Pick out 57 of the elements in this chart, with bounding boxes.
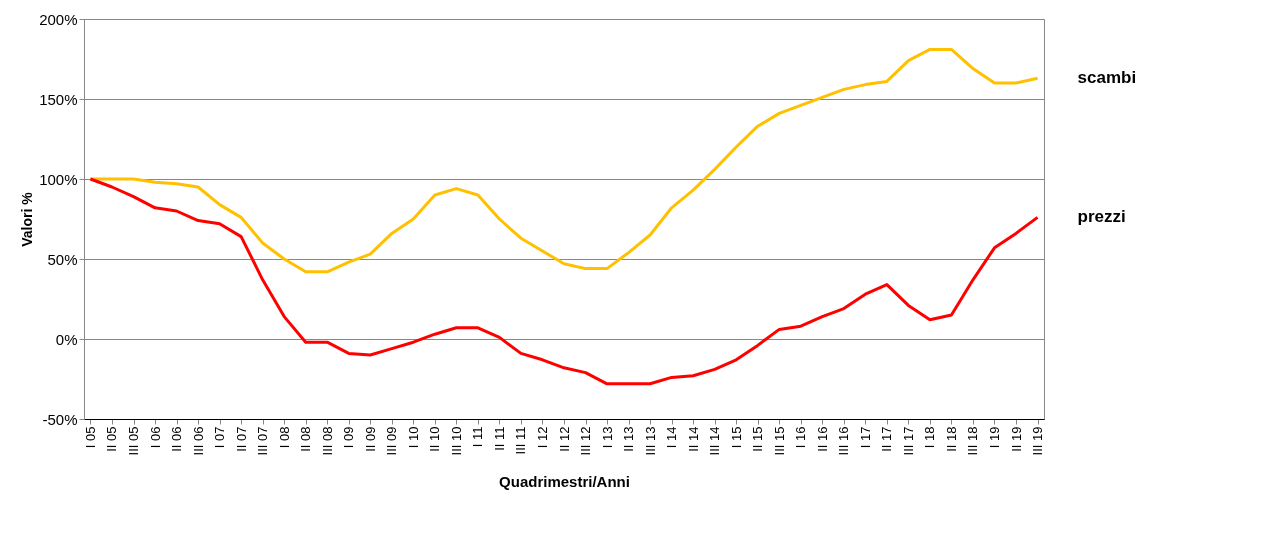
x-tick-label: III 13 xyxy=(642,426,658,456)
x-tick-label: III 18 xyxy=(965,426,981,456)
x-tick-label: III 11 xyxy=(513,426,529,455)
x-tick-label: III 05 xyxy=(126,426,142,456)
x-tick-label: II 16 xyxy=(814,426,830,452)
x-tick-label: III 12 xyxy=(578,426,594,456)
y-tick-label: 0% xyxy=(55,330,78,348)
y-tick-label: 100% xyxy=(39,170,78,188)
x-tick-label: II 15 xyxy=(750,426,766,452)
text: scambi xyxy=(1077,68,1137,88)
x-tick-label: III 15 xyxy=(771,426,787,456)
x-tick-label: III 10 xyxy=(448,426,464,456)
y-tick-label: -50% xyxy=(42,410,78,428)
x-tick-label: II 17 xyxy=(879,426,895,452)
x-tick-label: I 10 xyxy=(405,426,421,449)
y-tick-label: 200% xyxy=(39,10,78,28)
text: prezzi xyxy=(1077,207,1126,227)
x-tick-label: I 16 xyxy=(793,426,809,449)
x-axis-title: Quadrimestri/Anni xyxy=(499,473,630,491)
x-tick-label: II 19 xyxy=(1008,426,1024,452)
x-tick-label: I 09 xyxy=(341,426,357,449)
x-tick-label: II 05 xyxy=(104,426,120,452)
x-tick-label: III 09 xyxy=(384,426,400,456)
x-tick-label: III 08 xyxy=(319,426,335,456)
x-tick-label: III 07 xyxy=(255,426,271,456)
x-tick-label: I 14 xyxy=(664,426,680,449)
x-tick-label: I 05 xyxy=(82,426,98,449)
x-tick-label: III 16 xyxy=(836,426,852,456)
x-tick-label: II 09 xyxy=(362,426,378,452)
x-tick-label: I 11 xyxy=(470,426,486,448)
x-tick-label: III 17 xyxy=(900,426,916,456)
y-axis-title: Valori % xyxy=(19,191,36,247)
x-tick-label: II 13 xyxy=(621,426,637,452)
x-tick-label: I 17 xyxy=(857,426,873,449)
x-tick-label: II 08 xyxy=(298,426,314,452)
x-tick-label: I 08 xyxy=(276,426,292,449)
line-series xyxy=(88,47,1040,274)
x-tick-label: III 14 xyxy=(707,426,723,456)
x-tick-label: II 14 xyxy=(685,426,701,452)
x-tick-label: II 10 xyxy=(427,426,443,452)
x-tick-label: II 06 xyxy=(169,426,185,452)
x-tick-label: II 12 xyxy=(556,426,572,452)
line-series xyxy=(88,177,1040,386)
x-tick-label: I 07 xyxy=(212,426,228,449)
x-tick-label: I 13 xyxy=(599,426,615,449)
y-tick-label: 150% xyxy=(39,90,78,108)
x-tick-label: I 12 xyxy=(534,426,550,449)
x-tick-label: II 18 xyxy=(943,426,959,452)
x-tick-label: I 18 xyxy=(922,426,938,449)
x-tick-label: I 06 xyxy=(147,426,163,449)
x-tick-label: III 19 xyxy=(1030,426,1046,456)
x-tick-label: III 06 xyxy=(190,426,206,456)
x-tick-label: II 11 xyxy=(491,426,507,451)
x-tick-label: I 15 xyxy=(728,426,744,449)
x-tick-label: I 19 xyxy=(986,426,1002,449)
y-tick-label: 50% xyxy=(47,250,78,268)
x-tick-label: II 07 xyxy=(233,426,249,452)
